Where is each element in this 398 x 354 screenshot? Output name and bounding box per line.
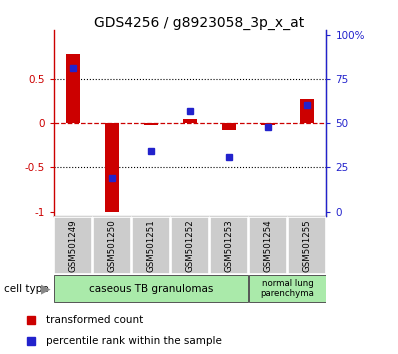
Text: transformed count: transformed count <box>46 315 143 325</box>
Bar <box>222 123 236 130</box>
Bar <box>210 217 248 274</box>
Bar <box>132 217 170 274</box>
Text: percentile rank within the sample: percentile rank within the sample <box>46 336 222 346</box>
Text: GSM501251: GSM501251 <box>146 219 156 272</box>
Bar <box>288 217 326 274</box>
Bar <box>300 99 314 123</box>
Bar <box>249 275 326 302</box>
Bar <box>171 217 209 274</box>
Bar <box>183 120 197 123</box>
Bar <box>105 123 119 211</box>
Text: GSM501252: GSM501252 <box>185 219 195 272</box>
Text: GSM501250: GSM501250 <box>107 219 117 272</box>
Bar <box>93 217 131 274</box>
Text: GSM501249: GSM501249 <box>69 219 78 272</box>
Text: caseous TB granulomas: caseous TB granulomas <box>89 284 213 293</box>
Bar <box>54 275 248 302</box>
Text: GSM501253: GSM501253 <box>224 219 234 272</box>
Bar <box>66 54 80 123</box>
Text: cell type: cell type <box>4 284 49 293</box>
Text: GSM501255: GSM501255 <box>302 219 311 272</box>
Text: GSM501254: GSM501254 <box>263 219 273 272</box>
Bar <box>144 123 158 125</box>
Bar <box>54 217 92 274</box>
Text: normal lung
parenchyma: normal lung parenchyma <box>260 279 314 298</box>
Text: ▶: ▶ <box>41 282 51 295</box>
Bar <box>261 123 275 125</box>
Text: GDS4256 / g8923058_3p_x_at: GDS4256 / g8923058_3p_x_at <box>94 16 304 30</box>
Bar <box>249 217 287 274</box>
